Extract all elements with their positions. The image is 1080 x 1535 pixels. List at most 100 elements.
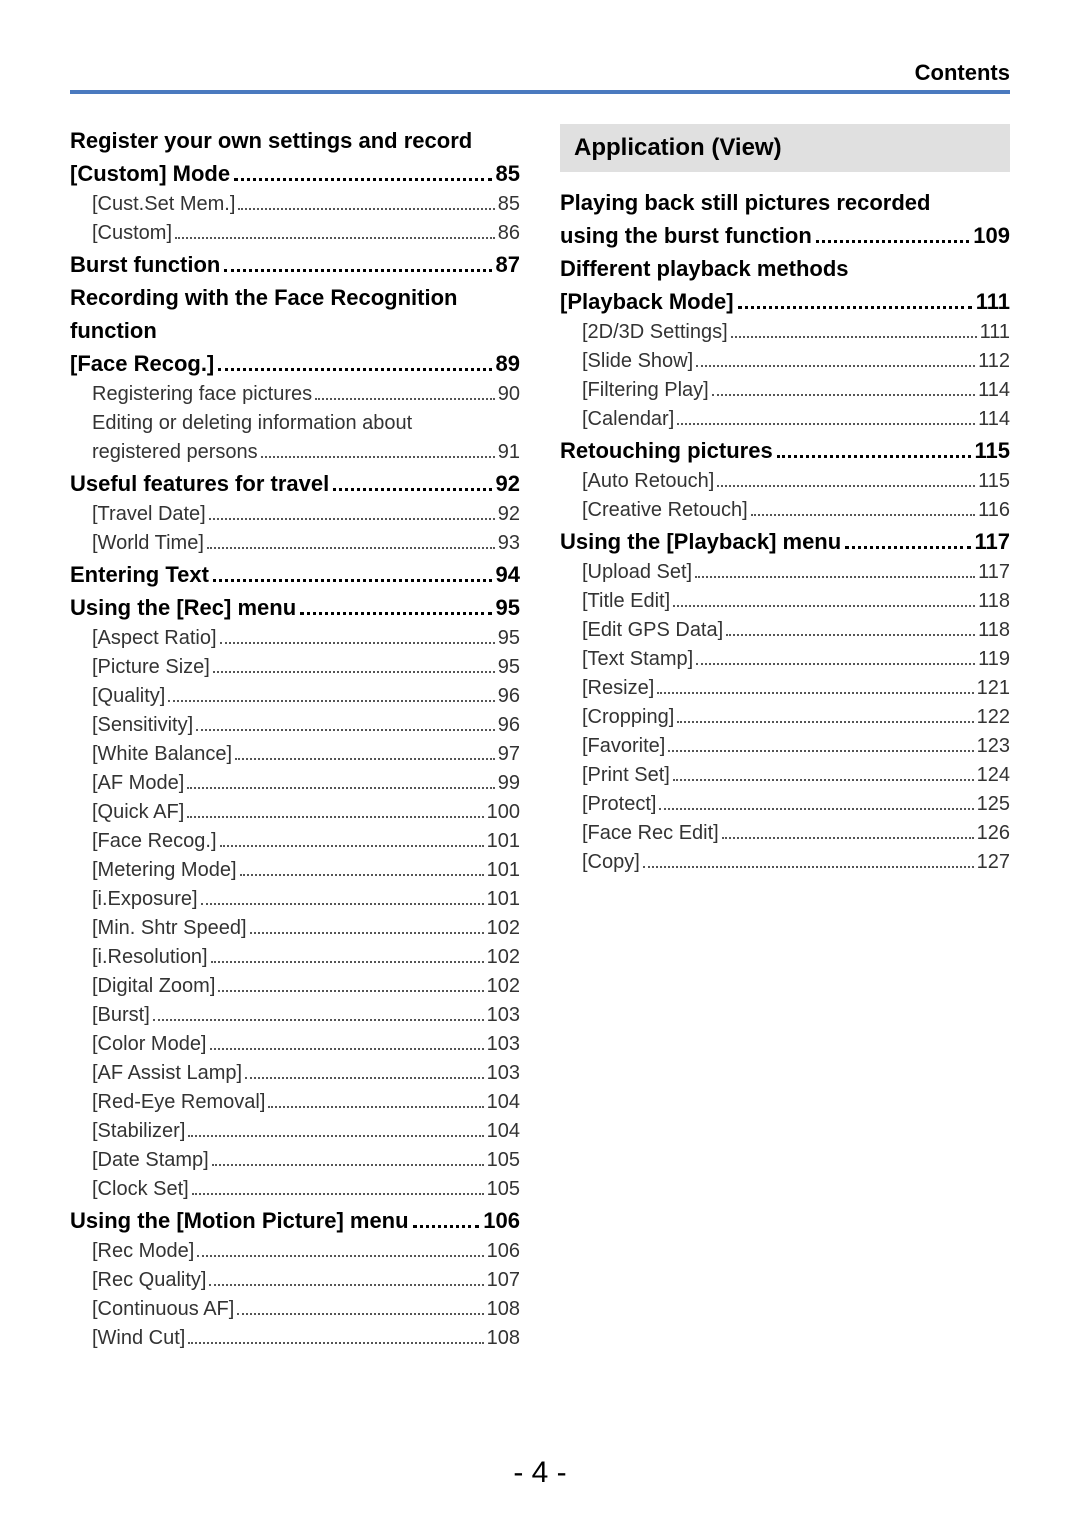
toc-sub[interactable]: [Upload Set]117 xyxy=(560,558,1010,587)
toc-sub[interactable]: [White Balance]97 xyxy=(70,740,520,769)
toc-sub[interactable]: [Copy]127 xyxy=(560,848,1010,877)
toc-sub-label: [Favorite] xyxy=(582,732,665,761)
toc-page-number: 107 xyxy=(487,1266,520,1295)
toc-sub[interactable]: Registering face pictures90 xyxy=(70,380,520,409)
toc-sub[interactable]: [Min. Shtr Speed]102 xyxy=(70,914,520,943)
toc-sub[interactable]: [Auto Retouch]115 xyxy=(560,467,1010,496)
toc-sub[interactable]: [i.Resolution]102 xyxy=(70,943,520,972)
toc-sub-label: [Quick AF] xyxy=(92,798,184,827)
toc-sub[interactable]: registered persons91 xyxy=(70,438,520,467)
toc-sub[interactable]: [Rec Quality]107 xyxy=(70,1266,520,1295)
toc-dots xyxy=(168,700,494,702)
toc-sub[interactable]: [Text Stamp]119 xyxy=(560,645,1010,674)
toc-sub[interactable]: [Filtering Play]114 xyxy=(560,376,1010,405)
toc-heading[interactable]: Using the [Rec] menu95 xyxy=(70,591,520,624)
toc-dots xyxy=(413,1225,480,1228)
toc-page-number: 108 xyxy=(487,1295,520,1324)
toc-sub[interactable]: [Rec Mode]106 xyxy=(70,1237,520,1266)
toc-page-number: 99 xyxy=(498,769,520,798)
toc-sub[interactable]: [Color Mode]103 xyxy=(70,1030,520,1059)
toc-heading[interactable]: Using the [Motion Picture] menu106 xyxy=(70,1204,520,1237)
toc-sub-label: [2D/3D Settings] xyxy=(582,318,728,347)
toc-sub[interactable]: [Picture Size]95 xyxy=(70,653,520,682)
toc-sub[interactable]: [Date Stamp]105 xyxy=(70,1146,520,1175)
toc-sub-label: [Print Set] xyxy=(582,761,670,790)
toc-page-number: 102 xyxy=(487,943,520,972)
toc-page-number: 100 xyxy=(487,798,520,827)
toc-sub[interactable]: [AF Mode]99 xyxy=(70,769,520,798)
toc-dots xyxy=(187,787,494,789)
toc-page-number: 101 xyxy=(487,856,520,885)
toc-heading-label: Using the [Rec] menu xyxy=(70,591,296,624)
toc-sub-label: [Text Stamp] xyxy=(582,645,693,674)
toc-sub[interactable]: [Slide Show]112 xyxy=(560,347,1010,376)
toc-sub[interactable]: [Travel Date] 92 xyxy=(70,500,520,529)
toc-dots xyxy=(673,779,974,781)
toc-sub[interactable]: [Custom]86 xyxy=(70,219,520,248)
toc-sub[interactable]: [Continuous AF]108 xyxy=(70,1295,520,1324)
toc-sub[interactable]: [i.Exposure]101 xyxy=(70,885,520,914)
toc-page-number: 125 xyxy=(977,790,1010,819)
toc-heading[interactable]: Entering Text94 xyxy=(70,558,520,591)
toc-sub-label: [Face Rec Edit] xyxy=(582,819,719,848)
toc-dots xyxy=(696,663,975,665)
toc-sub[interactable]: [Favorite]123 xyxy=(560,732,1010,761)
toc-sub[interactable]: [Stabilizer]104 xyxy=(70,1117,520,1146)
toc-sub[interactable]: [AF Assist Lamp]103 xyxy=(70,1059,520,1088)
page-number: - 4 - xyxy=(0,1456,1080,1490)
toc-sub[interactable]: [Face Recog.]101 xyxy=(70,827,520,856)
toc-heading[interactable]: [Face Recog.]89 xyxy=(70,347,520,380)
toc-sub[interactable]: [Edit GPS Data]118 xyxy=(560,616,1010,645)
toc-dots xyxy=(668,750,973,752)
toc-sub[interactable]: [Metering Mode]101 xyxy=(70,856,520,885)
toc-sub[interactable]: [Quality]96 xyxy=(70,682,520,711)
toc-heading[interactable]: Retouching pictures115 xyxy=(560,434,1010,467)
toc-sub[interactable]: [2D/3D Settings]111 xyxy=(560,318,1010,347)
toc-dots xyxy=(726,634,975,636)
toc-heading[interactable]: Burst function87 xyxy=(70,248,520,281)
toc-page-number: 86 xyxy=(498,219,520,248)
toc-heading[interactable]: [Custom] Mode85 xyxy=(70,157,520,190)
toc-sub[interactable]: [Digital Zoom]102 xyxy=(70,972,520,1001)
toc-heading-label: Using the [Playback] menu xyxy=(560,525,841,558)
toc-sub-label: [Travel Date] xyxy=(92,500,206,529)
toc-sub[interactable]: [Calendar]114 xyxy=(560,405,1010,434)
toc-dots xyxy=(196,729,495,731)
toc-page-number: 106 xyxy=(487,1237,520,1266)
toc-heading-line: Register your own settings and record xyxy=(70,124,520,157)
toc-sub[interactable]: [Wind Cut]108 xyxy=(70,1324,520,1353)
toc-sub[interactable]: [Protect] 125 xyxy=(560,790,1010,819)
toc-page-number: 104 xyxy=(487,1088,520,1117)
toc-page-number: 118 xyxy=(978,616,1010,645)
toc-sub[interactable]: [Burst]103 xyxy=(70,1001,520,1030)
toc-sub-label: [Protect] xyxy=(582,790,656,819)
toc-sub[interactable]: [Clock Set]105 xyxy=(70,1175,520,1204)
toc-dots xyxy=(238,208,494,210)
toc-sub[interactable]: [Cropping]122 xyxy=(560,703,1010,732)
toc-sub[interactable]: [Cust.Set Mem.]85 xyxy=(70,190,520,219)
toc-sub-label: [Min. Shtr Speed] xyxy=(92,914,247,943)
header: Contents xyxy=(70,60,1010,86)
toc-dots xyxy=(213,579,492,582)
toc-heading-label: [Playback Mode] xyxy=(560,285,734,318)
toc-sub[interactable]: [Resize]121 xyxy=(560,674,1010,703)
toc-sub[interactable]: [Aspect Ratio]95 xyxy=(70,624,520,653)
toc-heading[interactable]: Using the [Playback] menu117 xyxy=(560,525,1010,558)
section-box: Application (View) xyxy=(560,124,1010,172)
toc-heading-label: Retouching pictures xyxy=(560,434,773,467)
toc-sub[interactable]: [Red-Eye Removal]104 xyxy=(70,1088,520,1117)
toc-sub[interactable]: [Creative Retouch]116 xyxy=(560,496,1010,525)
toc-sub[interactable]: [Face Rec Edit]126 xyxy=(560,819,1010,848)
toc-sub-label: [Date Stamp] xyxy=(92,1146,209,1175)
toc-heading[interactable]: [Playback Mode]111 xyxy=(560,285,1010,318)
toc-sub[interactable]: [Sensitivity]96 xyxy=(70,711,520,740)
toc-sub[interactable]: [Title Edit]118 xyxy=(560,587,1010,616)
toc-sub-label: [i.Exposure] xyxy=(92,885,198,914)
toc-heading[interactable]: using the burst function109 xyxy=(560,219,1010,252)
toc-heading[interactable]: Useful features for travel92 xyxy=(70,467,520,500)
toc-page-number: 92 xyxy=(498,500,520,529)
toc-sub[interactable]: [Quick AF] 100 xyxy=(70,798,520,827)
toc-page-number: 124 xyxy=(977,761,1010,790)
toc-sub[interactable]: [World Time]93 xyxy=(70,529,520,558)
toc-sub[interactable]: [Print Set] 124 xyxy=(560,761,1010,790)
